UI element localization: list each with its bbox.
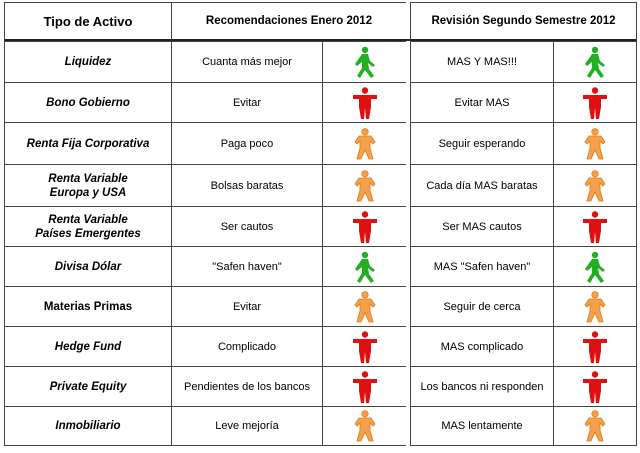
orange-traffic-light-figure-icon (553, 406, 637, 446)
asset-name-cell: Renta Variable Países Emergentes (4, 206, 171, 246)
header-revision: Revisión Segundo Semestre 2012 (410, 2, 637, 41)
asset-name-cell: Renta Variable Europa y USA (4, 164, 171, 206)
orange-traffic-light-figure-icon (322, 122, 406, 164)
orange-traffic-light-figure-icon (322, 406, 406, 446)
recommendation-text-cell: Bolsas baratas (171, 164, 322, 206)
revision-text-cell: Cada día MAS baratas (410, 164, 553, 206)
asset-name-cell: Private Equity (4, 366, 171, 406)
column-gap (406, 122, 410, 164)
asset-recommendation-table: Tipo de Activo Recomendaciones Enero 201… (4, 2, 637, 446)
red-traffic-light-figure-icon (322, 206, 406, 246)
header-tipo-de-activo: Tipo de Activo (4, 2, 171, 41)
red-traffic-light-figure-icon (322, 366, 406, 406)
revision-text-cell: MAS lentamente (410, 406, 553, 446)
column-gap (406, 366, 410, 406)
orange-traffic-light-figure-icon (553, 164, 637, 206)
green-traffic-light-figure-icon (322, 246, 406, 286)
revision-text-cell: Seguir de cerca (410, 286, 553, 326)
revision-text-cell: Evitar MAS (410, 82, 553, 122)
revision-text-cell: Ser MAS cautos (410, 206, 553, 246)
green-traffic-light-figure-icon (553, 246, 637, 286)
column-gap (406, 82, 410, 122)
orange-traffic-light-figure-icon (322, 286, 406, 326)
recommendation-text-cell: Paga poco (171, 122, 322, 164)
recommendation-text-cell: Pendientes de los bancos (171, 366, 322, 406)
red-traffic-light-figure-icon (553, 366, 637, 406)
table-row: Renta Variable Europa y USA Bolsas barata… (4, 164, 637, 206)
recommendation-text-cell: "Safen haven" (171, 246, 322, 286)
column-gap (406, 406, 410, 446)
column-gap (406, 206, 410, 246)
table-row: Inmobiliario Leve mejoría MAS lentamente (4, 406, 637, 446)
column-gap (406, 326, 410, 366)
column-gap (406, 41, 410, 82)
asset-name-cell: Hedge Fund (4, 326, 171, 366)
orange-traffic-light-figure-icon (553, 286, 637, 326)
asset-name-cell: Inmobiliario (4, 406, 171, 446)
recommendation-text-cell: Evitar (171, 286, 322, 326)
revision-text-cell: MAS Y MAS!!! (410, 41, 553, 82)
table-row: Bono Gobierno Evitar Evitar MAS (4, 82, 637, 122)
revision-text-cell: MAS complicado (410, 326, 553, 366)
revision-text-cell: Los bancos ni responden (410, 366, 553, 406)
red-traffic-light-figure-icon (322, 326, 406, 366)
asset-name-cell: Bono Gobierno (4, 82, 171, 122)
orange-traffic-light-figure-icon (553, 122, 637, 164)
recommendation-text-cell: Evitar (171, 82, 322, 122)
recommendation-text-cell: Leve mejoría (171, 406, 322, 446)
red-traffic-light-figure-icon (553, 326, 637, 366)
table-row: Divisa Dólar "Safen haven" MAS "Safen have… (4, 246, 637, 286)
column-gap (406, 2, 410, 41)
recommendation-text-cell: Cuanta más mejor (171, 41, 322, 82)
table-row: Materias Primas Evitar Seguir de cerca (4, 286, 637, 326)
red-traffic-light-figure-icon (553, 82, 637, 122)
orange-traffic-light-figure-icon (322, 164, 406, 206)
table-row: Hedge Fund Complicado MAS complicado (4, 326, 637, 366)
column-gap (406, 246, 410, 286)
revision-text-cell: MAS "Safen haven" (410, 246, 553, 286)
asset-name-cell: Divisa Dólar (4, 246, 171, 286)
revision-text-cell: Seguir esperando (410, 122, 553, 164)
asset-name-cell: Renta Fija Corporativa (4, 122, 171, 164)
table-row: Private Equity Pendientes de los bancos Lo… (4, 366, 637, 406)
table-row: Liquidez Cuanta más mejor MAS Y MAS!!! (4, 41, 637, 82)
green-traffic-light-figure-icon (553, 41, 637, 82)
table-header-row: Tipo de Activo Recomendaciones Enero 201… (4, 2, 637, 41)
table-row: Renta Variable Países Emergentes Ser caut… (4, 206, 637, 246)
green-traffic-light-figure-icon (322, 41, 406, 82)
column-gap (406, 286, 410, 326)
asset-name-cell: Liquidez (4, 41, 171, 82)
red-traffic-light-figure-icon (553, 206, 637, 246)
table-row: Renta Fija Corporativa Paga poco Seguir es… (4, 122, 637, 164)
recommendation-text-cell: Complicado (171, 326, 322, 366)
asset-name-cell: Materias Primas (4, 286, 171, 326)
red-traffic-light-figure-icon (322, 82, 406, 122)
header-recomendaciones: Recomendaciones Enero 2012 (171, 2, 406, 41)
recommendation-text-cell: Ser cautos (171, 206, 322, 246)
column-gap (406, 164, 410, 206)
